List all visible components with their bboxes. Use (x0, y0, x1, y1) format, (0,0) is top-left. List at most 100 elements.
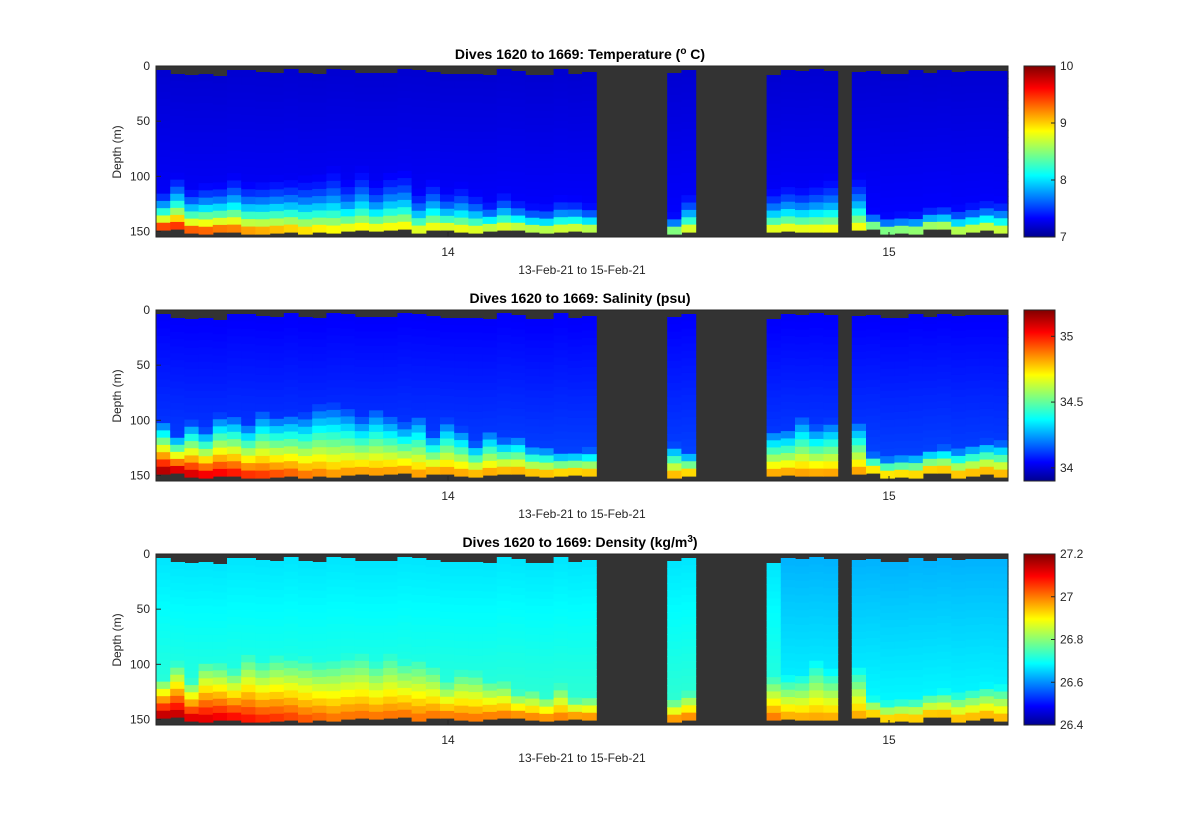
field-cell (397, 363, 413, 372)
field-cell (227, 180, 242, 189)
field-cell (440, 438, 455, 447)
field-cell (354, 675, 370, 683)
colorbar-tick-label: 10 (1060, 59, 1074, 73)
field-cell (965, 336, 981, 345)
field-cell (922, 108, 938, 117)
field-cell (780, 179, 796, 188)
field-cell (866, 609, 881, 618)
field-cell (241, 425, 256, 434)
field-cell (241, 610, 256, 619)
field-cell (298, 434, 313, 443)
field-cell (170, 660, 185, 669)
field-cell (255, 374, 271, 383)
field-cell (525, 153, 540, 162)
field-cell (369, 94, 384, 103)
field-cell (156, 459, 171, 468)
field-cell (397, 422, 413, 430)
field-cell (795, 683, 810, 692)
field-cell (567, 604, 583, 613)
field-cell (198, 212, 214, 221)
field-cell (525, 648, 540, 657)
field-cell (993, 115, 1009, 124)
field-cell (766, 691, 782, 700)
field-cell (823, 559, 839, 567)
field-cell (880, 427, 895, 435)
field-cell (851, 710, 867, 719)
field-cell (809, 468, 824, 477)
profile-column (908, 70, 924, 235)
profile-column (823, 315, 839, 477)
field-cell (298, 397, 313, 406)
field-cell (511, 387, 526, 396)
field-cell (539, 340, 555, 349)
field-cell (184, 354, 200, 363)
field-cell (440, 583, 455, 591)
field-cell (184, 563, 200, 571)
field-cell (766, 563, 782, 571)
field-cell (425, 323, 441, 331)
field-cell (340, 594, 356, 603)
field-cell (397, 414, 413, 423)
field-cell (269, 160, 285, 169)
field-cell (937, 586, 952, 595)
field-cell (298, 561, 313, 569)
field-cell (908, 654, 924, 663)
field-cell (326, 180, 342, 189)
field-cell (241, 122, 256, 131)
field-cell (482, 676, 498, 685)
field-cell (369, 345, 384, 354)
field-cell (809, 557, 824, 566)
field-cell (851, 445, 867, 454)
field-cell (454, 590, 469, 599)
field-cell (425, 366, 441, 375)
field-cell (269, 604, 285, 613)
field-cell (908, 152, 924, 161)
field-cell (851, 79, 867, 87)
field-cell (780, 216, 796, 225)
field-cell (965, 92, 981, 101)
field-cell (425, 215, 441, 224)
field-cell (397, 149, 413, 157)
field-cell (454, 353, 469, 362)
field-cell (227, 402, 242, 411)
field-cell (937, 91, 952, 100)
field-cell (227, 565, 242, 574)
field-cell (340, 194, 356, 203)
field-cell (440, 109, 455, 118)
field-cell (227, 121, 242, 130)
field-cell (184, 154, 200, 162)
field-cell (482, 223, 498, 232)
field-cell (979, 121, 995, 130)
field-cell (965, 624, 981, 633)
field-cell (667, 375, 682, 384)
field-cell (241, 343, 256, 352)
field-cell (496, 98, 512, 107)
field-cell (468, 692, 484, 700)
field-cell (156, 452, 171, 461)
field-cell (383, 402, 398, 411)
field-cell (979, 215, 995, 224)
field-cell (780, 350, 796, 359)
field-cell (454, 346, 469, 355)
field-cell (397, 637, 413, 645)
field-cell (454, 325, 469, 333)
field-cell (553, 557, 569, 566)
field-cell (283, 394, 299, 403)
field-cell (567, 633, 583, 642)
field-cell (880, 634, 895, 643)
field-cell (582, 352, 597, 361)
field-cell (283, 712, 299, 721)
field-cell (354, 201, 370, 210)
field-cell (993, 425, 1009, 434)
field-cell (482, 690, 498, 699)
field-cell (170, 165, 185, 174)
field-cell (766, 591, 782, 600)
field-cell (823, 588, 839, 597)
field-cell (553, 564, 569, 573)
field-cell (582, 330, 597, 339)
field-cell (255, 360, 271, 369)
field-cell (397, 571, 413, 580)
field-cell (255, 316, 271, 324)
field-cell (269, 196, 285, 205)
field-cell (326, 357, 342, 366)
